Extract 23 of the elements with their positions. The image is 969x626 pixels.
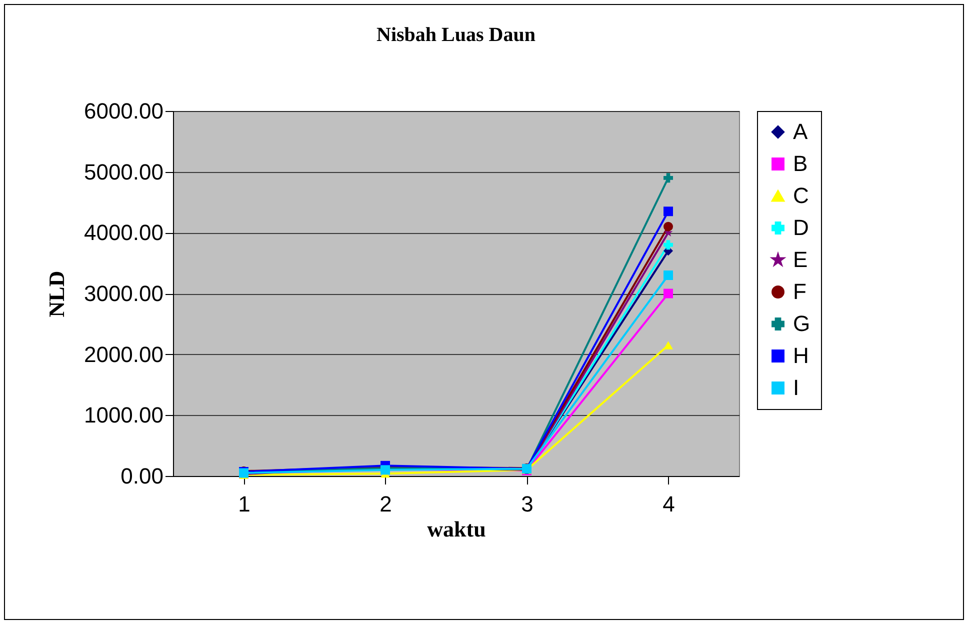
y-axis-title: NLD <box>44 270 69 318</box>
x-tick-label: 3 <box>521 492 534 516</box>
x-tick-label: 4 <box>662 492 675 516</box>
x-tick-label: 2 <box>380 492 392 516</box>
y-tick-label: 0.00 <box>120 464 164 488</box>
y-tick-label: 1000.00 <box>84 402 164 428</box>
x-tick-label: 1 <box>238 492 250 516</box>
legend-label: C <box>793 183 809 208</box>
y-tick-label: 6000.00 <box>84 98 164 124</box>
legend-label: I <box>793 375 800 400</box>
legend-label: D <box>793 215 809 240</box>
y-tick-label: 2000.00 <box>84 342 164 367</box>
legend-label: F <box>793 279 806 304</box>
legend-label: A <box>793 119 808 144</box>
legend-label: G <box>793 311 810 336</box>
y-tick-label: 3000.00 <box>84 281 164 306</box>
chart-title: Nisbah Luas Daun <box>376 24 536 46</box>
legend-label: E <box>793 247 808 272</box>
legend-label: H <box>793 343 809 368</box>
legend-label: B <box>793 151 808 176</box>
x-axis-title: waktu <box>427 516 486 542</box>
y-tick-label: 5000.00 <box>84 159 164 184</box>
y-tick-label: 4000.00 <box>84 220 164 246</box>
